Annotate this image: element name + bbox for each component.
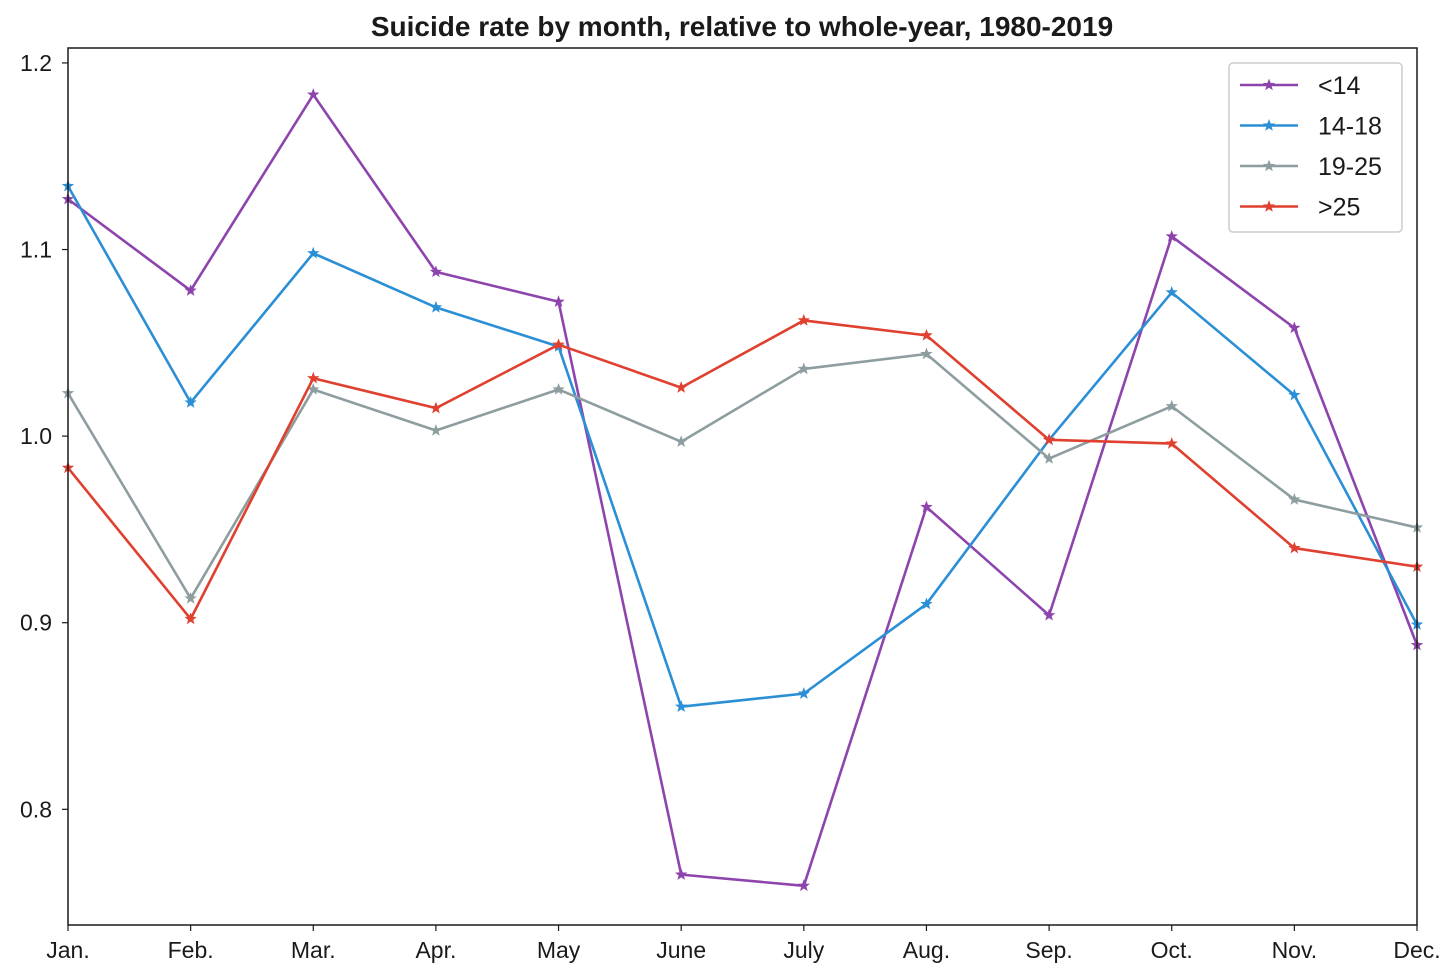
legend-label: >25: [1318, 194, 1360, 222]
legend-marker: [1262, 78, 1276, 91]
data-point: [429, 424, 443, 436]
data-point: [920, 597, 933, 610]
data-point: [797, 687, 810, 699]
data-point: [1165, 285, 1178, 298]
legend-marker: [1262, 119, 1276, 131]
data-point: [429, 265, 443, 278]
data-point: [184, 612, 197, 625]
plot-frame: [67, 47, 1418, 926]
series-line: [66, 185, 1419, 708]
chart-title: Suicide rate by month, relative to whole…: [371, 11, 1113, 42]
data-point: [675, 700, 688, 712]
y-tick-label: 1.0: [20, 423, 52, 449]
x-tick-label: June: [656, 937, 706, 963]
x-tick-label: Sep.: [1025, 937, 1072, 963]
data-point: [1288, 493, 1301, 505]
y-tick-label: 1.2: [20, 50, 52, 76]
data-point: [429, 300, 443, 313]
data-point: [184, 396, 197, 408]
legend-item: 14-18: [1240, 113, 1382, 141]
data-point: [307, 88, 320, 100]
series-1: [61, 88, 1424, 892]
y-tick-label: 0.9: [20, 610, 52, 636]
data-point: [552, 382, 565, 395]
data-point: [184, 591, 197, 604]
x-axis: Jan. Feb. Mar. Apr. May June July Aug. Sep. Oct. N…: [46, 925, 1441, 963]
legend-marker: [1262, 159, 1276, 172]
data-point: [1288, 388, 1301, 401]
data-point: [1165, 437, 1178, 449]
data-point: [307, 246, 320, 259]
data-point: [1042, 608, 1056, 621]
data-point: [675, 868, 688, 880]
legend-label: <14: [1318, 72, 1361, 100]
legend-label: 19-25: [1318, 153, 1382, 181]
data-point: [1165, 229, 1178, 242]
series-line: [66, 319, 1418, 621]
data-point: [1042, 433, 1056, 446]
x-tick-label: Aug.: [903, 937, 950, 963]
data-point: [184, 284, 197, 296]
x-tick-label: Dec.: [1393, 937, 1440, 963]
legend-item: 19-25: [1240, 153, 1382, 181]
data-point: [797, 362, 810, 375]
data-point: [920, 347, 933, 360]
data-point: [1165, 399, 1178, 412]
legend: <14 14-18 19-25 >25: [1228, 62, 1403, 233]
series-4: [61, 313, 1424, 625]
legend-item: <14: [1240, 72, 1361, 100]
data-point: [920, 500, 933, 513]
x-tick-label: Oct.: [1151, 937, 1193, 963]
data-point: [307, 382, 320, 395]
data-point: [1288, 321, 1301, 334]
data-point: [552, 338, 565, 350]
x-tick-label: Nov.: [1272, 937, 1318, 963]
y-tick-label: 0.8: [20, 796, 52, 822]
data-point: [675, 381, 688, 393]
x-tick-label: Apr.: [415, 937, 456, 963]
data-point: [1042, 452, 1056, 464]
x-tick-label: Jan.: [46, 937, 89, 963]
y-tick-label: 1.1: [20, 237, 52, 263]
x-tick-label: July: [783, 937, 824, 963]
data-point: [797, 879, 810, 892]
data-point: [797, 313, 810, 326]
data-point: [429, 401, 443, 414]
series-3: [61, 347, 1424, 604]
legend-box: [1228, 62, 1403, 233]
series-2: [61, 179, 1424, 712]
data-point: [1288, 541, 1301, 554]
legend-marker: [1262, 200, 1276, 212]
x-tick-label: May: [537, 937, 581, 963]
y-axis: 0.8 0.9 1.0 1.1 1.2: [20, 50, 68, 822]
series-line: [66, 352, 1418, 600]
data-point: [552, 295, 565, 308]
legend-item: >25: [1240, 194, 1360, 222]
data-point: [920, 328, 933, 341]
data-point: [675, 435, 688, 447]
x-tick-label: Feb.: [168, 937, 214, 963]
legend-label: 14-18: [1318, 113, 1382, 141]
x-tick-label: Mar.: [291, 937, 336, 963]
series-line: [67, 93, 1419, 888]
data-point: [307, 371, 320, 384]
series-layer: [61, 88, 1424, 892]
